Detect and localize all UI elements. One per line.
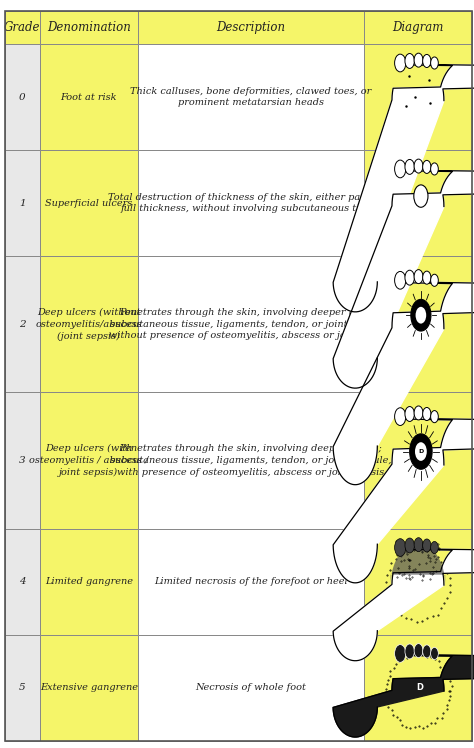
Circle shape bbox=[395, 272, 406, 289]
Text: Denomination: Denomination bbox=[47, 21, 131, 34]
Text: Description: Description bbox=[217, 21, 286, 34]
Circle shape bbox=[395, 645, 406, 662]
Bar bbox=[364, 150, 472, 256]
Circle shape bbox=[414, 185, 428, 207]
Circle shape bbox=[431, 57, 438, 69]
Bar bbox=[40, 44, 138, 150]
Circle shape bbox=[431, 411, 438, 423]
Polygon shape bbox=[333, 649, 474, 737]
Bar bbox=[138, 634, 364, 741]
Text: Total destruction of thickness of the skin, either partial or
full thickness, wi: Total destruction of thickness of the sk… bbox=[108, 193, 394, 213]
Bar bbox=[40, 393, 138, 529]
Polygon shape bbox=[391, 543, 445, 585]
Circle shape bbox=[410, 434, 432, 469]
Bar bbox=[5, 150, 40, 256]
Text: Penetrates through the skin, involving deeper layers;
subcutaneous tissue, ligam: Penetrates through the skin, involving d… bbox=[109, 308, 392, 340]
Polygon shape bbox=[333, 543, 474, 660]
Bar bbox=[364, 529, 472, 634]
Text: D: D bbox=[416, 683, 423, 692]
Circle shape bbox=[415, 442, 427, 461]
Circle shape bbox=[405, 270, 414, 285]
Bar bbox=[5, 393, 40, 529]
Text: Extensive gangrene: Extensive gangrene bbox=[40, 683, 138, 692]
Circle shape bbox=[405, 159, 414, 174]
Bar bbox=[40, 634, 138, 741]
Text: 3: 3 bbox=[19, 456, 26, 465]
Text: 5: 5 bbox=[19, 683, 26, 692]
Circle shape bbox=[423, 408, 431, 420]
Circle shape bbox=[431, 163, 438, 175]
Circle shape bbox=[423, 160, 431, 174]
Bar bbox=[40, 256, 138, 392]
Circle shape bbox=[414, 159, 423, 173]
Polygon shape bbox=[333, 59, 474, 312]
Circle shape bbox=[431, 275, 438, 286]
Text: Thick calluses, bone deformities, clawed toes, or
prominent metatarsian heads: Thick calluses, bone deformities, clawed… bbox=[130, 87, 372, 108]
Bar bbox=[138, 44, 364, 150]
Polygon shape bbox=[333, 411, 474, 583]
Text: Foot at risk: Foot at risk bbox=[61, 93, 117, 102]
Circle shape bbox=[423, 55, 431, 67]
Bar bbox=[5, 529, 40, 634]
Bar bbox=[40, 150, 138, 256]
Circle shape bbox=[411, 299, 431, 331]
Circle shape bbox=[423, 271, 431, 284]
Text: 2: 2 bbox=[19, 319, 26, 328]
Circle shape bbox=[431, 542, 438, 554]
Circle shape bbox=[414, 406, 423, 420]
Bar bbox=[364, 44, 472, 150]
Circle shape bbox=[395, 539, 406, 557]
Circle shape bbox=[395, 160, 406, 178]
Circle shape bbox=[416, 307, 426, 324]
Bar bbox=[5, 44, 40, 150]
Circle shape bbox=[423, 539, 431, 552]
Polygon shape bbox=[333, 275, 474, 485]
Bar bbox=[364, 256, 472, 392]
Text: Superficial ulcers: Superficial ulcers bbox=[45, 198, 132, 207]
Text: D: D bbox=[418, 449, 423, 454]
Bar bbox=[138, 11, 364, 44]
Text: 0: 0 bbox=[19, 93, 26, 102]
Text: 1: 1 bbox=[19, 198, 26, 207]
Text: Deep ulcers (without
osteomyelitis/abscess
(joint sepsis): Deep ulcers (without osteomyelitis/absce… bbox=[36, 307, 142, 340]
Circle shape bbox=[414, 643, 423, 657]
Text: Diagram: Diagram bbox=[392, 21, 444, 34]
Polygon shape bbox=[333, 165, 474, 388]
Text: Necrosis of whole foot: Necrosis of whole foot bbox=[196, 683, 307, 692]
Text: Grade: Grade bbox=[4, 21, 40, 34]
Bar bbox=[138, 529, 364, 634]
Circle shape bbox=[395, 54, 406, 72]
Circle shape bbox=[414, 53, 423, 67]
Circle shape bbox=[423, 645, 431, 658]
Circle shape bbox=[414, 538, 423, 552]
Circle shape bbox=[405, 407, 414, 421]
Bar bbox=[138, 393, 364, 529]
Text: Deep ulcers (with
osteomyelitis / abscess /
joint sepsis): Deep ulcers (with osteomyelitis / absces… bbox=[29, 444, 148, 477]
Bar bbox=[40, 529, 138, 634]
Bar bbox=[364, 393, 472, 529]
Circle shape bbox=[405, 538, 414, 553]
Text: 4: 4 bbox=[19, 577, 26, 586]
Circle shape bbox=[414, 269, 423, 283]
Bar bbox=[364, 634, 472, 741]
Bar bbox=[364, 11, 472, 44]
Circle shape bbox=[405, 644, 414, 659]
Bar bbox=[5, 256, 40, 392]
Bar bbox=[40, 11, 138, 44]
Bar bbox=[5, 634, 40, 741]
Bar bbox=[138, 256, 364, 392]
Text: Penetrates through the skin, involving deeper layers;
subcutaneous tissue, ligam: Penetrates through the skin, involving d… bbox=[110, 444, 392, 476]
Bar bbox=[138, 150, 364, 256]
Text: Limited necrosis of the forefoot or heel: Limited necrosis of the forefoot or heel bbox=[154, 577, 348, 586]
Text: D: D bbox=[418, 583, 424, 589]
Circle shape bbox=[431, 648, 438, 660]
Text: Limited gangrene: Limited gangrene bbox=[45, 577, 133, 586]
Bar bbox=[5, 11, 40, 44]
Circle shape bbox=[395, 408, 406, 426]
Circle shape bbox=[405, 54, 414, 68]
